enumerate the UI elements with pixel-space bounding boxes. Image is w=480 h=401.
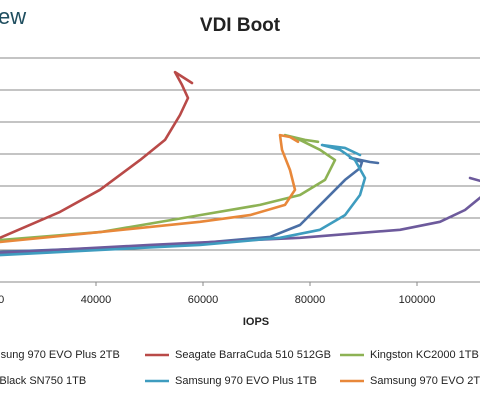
legend-label: Samsung 970 EVO 2TB <box>370 375 480 387</box>
x-tick-label: 80000 <box>295 294 326 306</box>
series-line <box>0 156 380 254</box>
x-tick-label: 20000 <box>0 294 4 306</box>
legend-label: Samsung 970 EVO Plus 2TB <box>0 349 120 361</box>
series-line <box>0 70 194 240</box>
legend-label: Samsung 970 EVO Plus 1TB <box>175 375 317 387</box>
legend-label: WD Black SN750 1TB <box>0 375 86 387</box>
x-tick-label: 100000 <box>399 294 436 306</box>
logo: ew <box>0 4 26 29</box>
x-tick-label: 40000 <box>81 294 112 306</box>
x-axis-title: IOPS <box>243 316 269 328</box>
series-line <box>0 133 300 244</box>
legend-label: Kingston KC2000 1TB <box>370 349 479 361</box>
legend-label: Seagate BarraCuda 510 512GB <box>175 349 331 361</box>
x-tick-label: 60000 <box>188 294 219 306</box>
chart-title: VDI Boot <box>200 15 281 36</box>
series-line <box>0 143 367 257</box>
series-line <box>0 176 480 255</box>
